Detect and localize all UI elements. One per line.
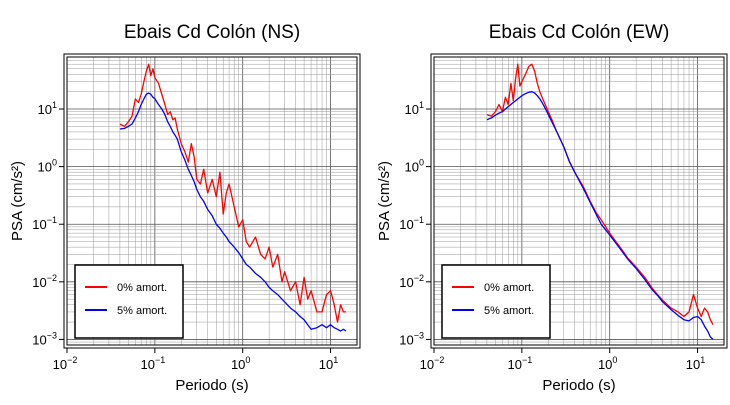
y-tick-exponent: 0 (419, 158, 424, 168)
y-tick-label: 10−1 (399, 215, 424, 232)
y-tick-exponent: 1 (419, 100, 424, 110)
y-tick-base: 10 (32, 275, 46, 290)
x-axis: 10−2 10−1 100 101 (420, 348, 705, 372)
x-tick-base: 10 (140, 357, 154, 372)
y-tick-exponent: −1 (414, 215, 424, 225)
plot-frame (433, 56, 725, 346)
y-tick-label: 100 (405, 158, 424, 175)
x-axis-label: Periodo (s) (542, 377, 615, 394)
y-tick-base: 10 (32, 332, 46, 347)
y-tick-label: 100 (38, 158, 57, 175)
series-line-damped (119, 92, 347, 332)
series-line-damped (486, 91, 714, 340)
x-axis-label: Periodo (s) (175, 377, 248, 394)
y-tick-label: 10−2 (32, 273, 57, 290)
y-tick-exponent: 1 (52, 100, 57, 110)
legend: 0% amort. 5% amort. (441, 264, 551, 339)
x-tick-base: 10 (598, 357, 612, 372)
y-tick-base: 10 (405, 102, 419, 117)
y-tick-exponent: 0 (52, 158, 57, 168)
chart-title: Ebais Cd Colón (EW) (489, 22, 670, 43)
x-tick-label: 101 (319, 355, 338, 372)
y-tick-exponent: −2 (414, 273, 424, 283)
legend: 0% amort. 5% amort. (74, 264, 184, 339)
y-tick-base: 10 (405, 160, 419, 175)
x-tick-base: 10 (686, 357, 700, 372)
chart-panel-ew: Ebais Cd Colón (EW)10−2 10−1 100 10110−310−… (376, 22, 728, 394)
y-tick-base: 10 (38, 160, 52, 175)
y-axis-label: PSA (cm/s²) (9, 161, 26, 241)
x-tick-exponent: 0 (245, 355, 250, 365)
x-tick-exponent: −1 (522, 355, 532, 365)
legend-label: 0% amort. (484, 282, 534, 294)
y-tick-base: 10 (399, 332, 413, 347)
x-tick-label: 10−2 (53, 355, 78, 372)
chart-panel-ns: Ebais Cd Colón (NS)10−2 10−1 100 10110−310−… (9, 22, 361, 394)
y-tick-label: 101 (405, 100, 424, 117)
x-tick-label: 10−1 (140, 355, 165, 372)
x-tick-label: 100 (598, 355, 617, 372)
legend-box (74, 264, 184, 339)
x-tick-exponent: 1 (700, 355, 705, 365)
y-tick-label: 10−1 (32, 215, 57, 232)
plot-frame-outer (430, 53, 728, 349)
x-tick-exponent: −2 (67, 355, 77, 365)
x-tick-base: 10 (319, 357, 333, 372)
x-tick-base: 10 (53, 357, 67, 372)
x-tick-label: 10−2 (420, 355, 445, 372)
y-tick-exponent: −3 (47, 330, 57, 340)
y-tick-label: 10−3 (32, 330, 57, 347)
legend-label: 5% amort. (484, 305, 534, 317)
y-tick-base: 10 (32, 217, 46, 232)
legend-label: 5% amort. (117, 305, 167, 317)
x-axis: 10−2 10−1 100 101 (53, 348, 338, 372)
y-tick-label: 101 (38, 100, 57, 117)
legend-box (441, 264, 551, 339)
y-tick-base: 10 (399, 217, 413, 232)
chart-title: Ebais Cd Colón (NS) (124, 22, 300, 43)
x-tick-label: 101 (686, 355, 705, 372)
x-tick-exponent: −2 (434, 355, 444, 365)
y-tick-exponent: −2 (47, 273, 57, 283)
y-tick-exponent: −3 (414, 330, 424, 340)
x-tick-exponent: 1 (333, 355, 338, 365)
x-tick-label: 10−1 (507, 355, 532, 372)
legend-label: 0% amort. (117, 282, 167, 294)
y-tick-exponent: −1 (47, 215, 57, 225)
plot-frame-outer (63, 53, 361, 349)
y-axis-label: PSA (cm/s²) (376, 161, 393, 241)
x-tick-base: 10 (507, 357, 521, 372)
x-tick-exponent: −1 (155, 355, 165, 365)
y-tick-label: 10−2 (399, 273, 424, 290)
x-tick-base: 10 (231, 357, 245, 372)
x-tick-base: 10 (420, 357, 434, 372)
y-tick-base: 10 (399, 275, 413, 290)
series-line-undamped (119, 63, 346, 323)
y-tick-label: 10−3 (399, 330, 424, 347)
x-tick-exponent: 0 (612, 355, 617, 365)
y-tick-base: 10 (38, 102, 52, 117)
plot-frame (66, 56, 358, 346)
x-tick-label: 100 (231, 355, 250, 372)
